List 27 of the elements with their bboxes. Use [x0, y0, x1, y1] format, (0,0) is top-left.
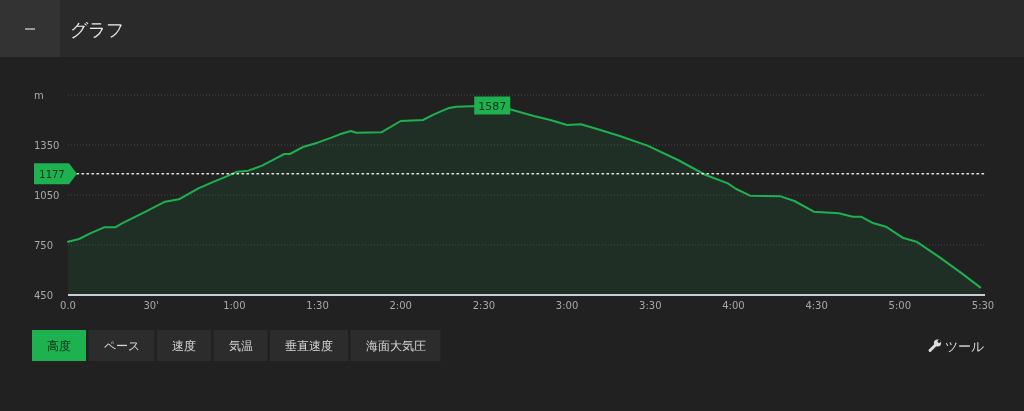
tab-label: 垂直速度	[285, 338, 333, 353]
y-tick-label: 1350	[34, 139, 60, 151]
x-tick-label: 3:00	[555, 299, 579, 311]
annotation: 1587	[478, 99, 507, 112]
x-tick-label: 1:00	[223, 299, 246, 311]
tool-label: ツール	[945, 338, 984, 353]
y-tick-label: 1050	[34, 189, 60, 201]
x-tick-label: 3:30	[639, 299, 662, 311]
x-tick-label: 4:30	[805, 299, 828, 311]
y-tick-label: m	[34, 89, 44, 101]
x-tick-label: 1:30	[306, 299, 329, 311]
x-tick-label: 5:30	[971, 299, 995, 311]
title: グラフ	[70, 18, 124, 40]
x-tick-label: 2:30	[472, 299, 496, 311]
y-tick-label: 750	[34, 239, 54, 251]
x-tick-label: 30'	[143, 299, 159, 311]
tab-label: 海面大気圧	[365, 338, 426, 353]
x-tick-label: 4:00	[722, 299, 745, 311]
y-tick-label: 450	[34, 289, 54, 301]
x-tick-label: 0.0	[60, 299, 76, 311]
tab-label: 高度	[47, 338, 71, 353]
tab-label: 気温	[228, 338, 253, 353]
tab-label: 速度	[172, 338, 196, 353]
x-tick-label: 5:00	[888, 299, 912, 311]
tab-label: ペース	[103, 338, 140, 353]
ref-line-label: 1177	[39, 168, 65, 180]
x-tick-label: 2:00	[389, 299, 412, 311]
